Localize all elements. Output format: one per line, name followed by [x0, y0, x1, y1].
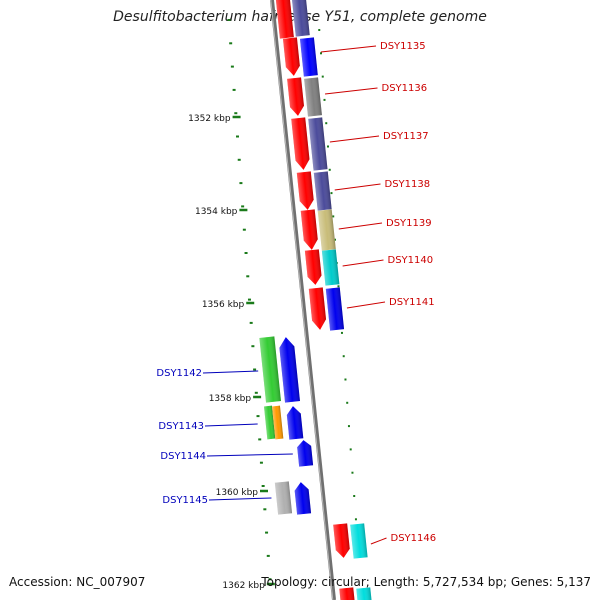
gene-block-dsy1143[interactable] — [271, 405, 284, 440]
ruler-label: 1352 kbp — [188, 114, 231, 124]
gene-arrow-dsy1139[interactable] — [300, 209, 319, 250]
gene-leader-line — [338, 222, 383, 230]
gene-block-dsy1138[interactable] — [313, 171, 332, 211]
gene-label-dsy1146[interactable]: DSY1146 — [391, 533, 437, 544]
gene-arrow-dsy1146[interactable] — [333, 523, 350, 558]
gene-label-dsy1135[interactable]: DSY1135 — [380, 41, 426, 52]
gene-leader-line — [208, 497, 272, 501]
gene-leader-line — [206, 453, 293, 457]
gene-label-dsy1137[interactable]: DSY1137 — [383, 131, 429, 142]
gene-arrow-dsy1144[interactable] — [297, 439, 314, 467]
ruler-label: 1356 kbp — [202, 300, 245, 310]
gene-leader-line — [334, 183, 381, 191]
topology-text: Topology: circular; Length: 5,727,534 bp… — [261, 575, 591, 589]
gene-arrow-dsy1141[interactable] — [308, 287, 327, 330]
gene-fragment[interactable] — [275, 0, 294, 39]
gene-leader-line — [370, 537, 387, 545]
gene-fragment[interactable] — [356, 587, 372, 600]
ruler-label: 1360 kbp — [216, 488, 259, 498]
gene-label-dsy1145[interactable]: DSY1145 — [162, 495, 208, 506]
gene-block-dsy1140[interactable] — [321, 249, 340, 286]
gene-leader-line — [204, 423, 258, 427]
gene-leader-line — [202, 370, 259, 374]
gene-leader-line — [324, 87, 378, 95]
gene-arrow-dsy1142[interactable] — [278, 336, 300, 403]
gene-leader-line — [329, 135, 380, 143]
accession-text: Accession: NC_007907 — [9, 575, 146, 589]
gene-label-dsy1141[interactable]: DSY1141 — [389, 297, 435, 308]
gene-label-dsy1136[interactable]: DSY1136 — [382, 83, 428, 94]
gene-label-dsy1139[interactable]: DSY1139 — [386, 218, 432, 229]
gene-arrow-dsy1138[interactable] — [296, 171, 315, 210]
gene-label-dsy1143[interactable]: DSY1143 — [158, 421, 204, 432]
gene-block-dsy1135[interactable] — [299, 37, 318, 77]
gene-block-dsy1146[interactable] — [350, 523, 368, 559]
gene-block-dsy1139[interactable] — [317, 209, 336, 251]
gene-block-dsy1141[interactable] — [325, 287, 345, 331]
gene-block-dsy1136[interactable] — [304, 77, 322, 117]
ruler-label: 1354 kbp — [195, 207, 238, 217]
gene-leader-line — [346, 301, 386, 309]
gene-arrow-dsy1143[interactable] — [286, 405, 304, 440]
gene-arrow-dsy1136[interactable] — [287, 77, 305, 116]
gene-label-dsy1142[interactable]: DSY1142 — [156, 368, 202, 379]
ruler-label: 1362 kbp — [222, 581, 265, 591]
gene-block-dsy1143[interactable] — [263, 405, 276, 440]
ruler-label: 1358 kbp — [209, 394, 252, 404]
gene-arrow-dsy1145[interactable] — [294, 481, 312, 515]
gene-arrow-dsy1140[interactable] — [304, 249, 323, 285]
gene-label-dsy1144[interactable]: DSY1144 — [160, 451, 206, 462]
gene-arrow-dsy1135[interactable] — [282, 37, 301, 76]
gene-fragment[interactable] — [291, 0, 310, 37]
gene-block-dsy1137[interactable] — [308, 117, 328, 171]
gene-leader-line — [342, 259, 384, 267]
gene-leader-line — [320, 45, 377, 53]
gene-block-dsy1145[interactable] — [274, 481, 293, 515]
gene-block-dsy1142[interactable] — [259, 336, 281, 403]
gene-label-dsy1138[interactable]: DSY1138 — [385, 179, 431, 190]
gene-arrow-dsy1137[interactable] — [291, 117, 310, 170]
genome-backbone — [270, 0, 336, 600]
gene-label-dsy1140[interactable]: DSY1140 — [388, 255, 434, 266]
gene-fragment[interactable] — [339, 587, 355, 600]
